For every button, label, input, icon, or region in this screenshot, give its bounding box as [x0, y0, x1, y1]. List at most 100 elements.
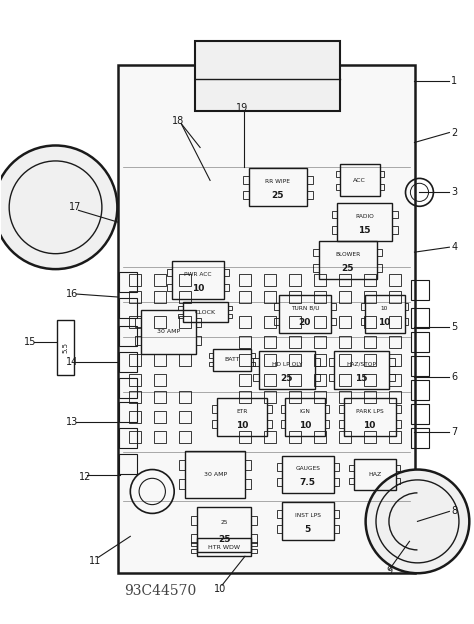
Bar — [334, 463, 339, 470]
Bar — [179, 274, 191, 286]
Bar — [389, 391, 401, 402]
Bar — [239, 354, 251, 366]
Bar — [267, 421, 272, 428]
Bar — [191, 542, 197, 545]
Bar — [277, 510, 282, 517]
Bar — [395, 465, 400, 471]
Text: RADIO: RADIO — [355, 214, 374, 219]
Text: 30 AMP: 30 AMP — [203, 472, 227, 477]
Bar — [331, 303, 336, 310]
Bar — [253, 374, 259, 381]
Bar — [154, 374, 166, 386]
Text: 18: 18 — [172, 115, 184, 125]
Text: HTR WDW: HTR WDW — [208, 545, 240, 550]
Bar — [167, 284, 172, 291]
Bar — [264, 374, 276, 386]
Bar — [389, 374, 401, 386]
Text: 30 AMP: 30 AMP — [156, 329, 180, 334]
Bar — [212, 406, 217, 413]
Bar — [354, 459, 395, 490]
Bar — [191, 516, 197, 525]
Text: BATT: BATT — [224, 358, 240, 363]
Bar — [365, 295, 404, 333]
Bar — [339, 391, 351, 402]
Bar — [282, 456, 334, 494]
Bar — [307, 191, 312, 198]
Bar — [264, 336, 276, 348]
Bar — [119, 454, 137, 474]
Bar — [339, 354, 351, 366]
Bar — [361, 318, 365, 325]
Text: 25: 25 — [272, 191, 284, 200]
Bar — [289, 274, 301, 286]
Text: 7.5: 7.5 — [300, 479, 316, 487]
Bar — [364, 354, 375, 366]
Bar — [178, 314, 182, 318]
Text: 10: 10 — [381, 306, 388, 311]
Bar — [380, 171, 383, 177]
Bar — [411, 332, 429, 352]
Bar — [239, 316, 251, 328]
Text: 20: 20 — [299, 318, 311, 327]
Bar — [154, 411, 166, 422]
Bar — [119, 326, 137, 346]
Bar — [252, 549, 257, 553]
Bar — [411, 380, 429, 400]
Text: 9: 9 — [386, 566, 392, 576]
Text: 10: 10 — [364, 421, 376, 429]
Bar — [210, 353, 213, 358]
Text: PWR ACC: PWR ACC — [184, 272, 212, 277]
Bar — [264, 391, 276, 402]
Bar — [314, 354, 326, 366]
Bar — [154, 274, 166, 286]
Bar — [172, 261, 224, 299]
Bar — [119, 427, 137, 447]
Text: RR WIPE: RR WIPE — [265, 179, 291, 184]
Bar — [281, 406, 285, 413]
Bar — [289, 374, 301, 386]
Text: 12: 12 — [79, 472, 91, 482]
Bar — [245, 479, 251, 489]
Text: 25: 25 — [220, 520, 228, 525]
Bar — [376, 264, 383, 271]
Bar — [314, 291, 326, 303]
Bar — [376, 249, 383, 256]
Bar — [340, 165, 380, 197]
Bar — [289, 291, 301, 303]
Bar — [179, 431, 191, 442]
Bar — [364, 336, 375, 348]
Bar — [179, 354, 191, 366]
Bar — [389, 354, 401, 366]
Bar — [339, 431, 351, 442]
Bar — [313, 249, 319, 256]
Bar — [404, 303, 409, 310]
Bar — [389, 274, 401, 286]
Text: 25: 25 — [218, 535, 230, 544]
Bar — [245, 460, 251, 470]
Bar — [179, 479, 185, 489]
Bar — [411, 308, 429, 328]
Bar — [392, 211, 398, 218]
Bar — [339, 316, 351, 328]
Bar — [334, 525, 339, 533]
Bar — [380, 183, 383, 190]
Bar — [179, 411, 191, 422]
Bar — [129, 316, 141, 328]
Bar — [334, 351, 389, 389]
Bar — [289, 354, 301, 366]
Bar — [119, 298, 137, 318]
Text: 11: 11 — [89, 556, 101, 566]
Bar — [395, 421, 401, 428]
Bar — [313, 264, 319, 271]
Bar — [307, 176, 312, 183]
Bar — [334, 510, 339, 517]
Text: 4: 4 — [451, 242, 457, 252]
Bar — [239, 374, 251, 386]
Bar — [264, 354, 276, 366]
Bar — [315, 358, 320, 366]
Bar — [212, 421, 217, 428]
Text: 7: 7 — [451, 427, 457, 437]
Bar — [129, 431, 141, 442]
Bar — [411, 427, 429, 447]
Bar — [191, 549, 197, 553]
